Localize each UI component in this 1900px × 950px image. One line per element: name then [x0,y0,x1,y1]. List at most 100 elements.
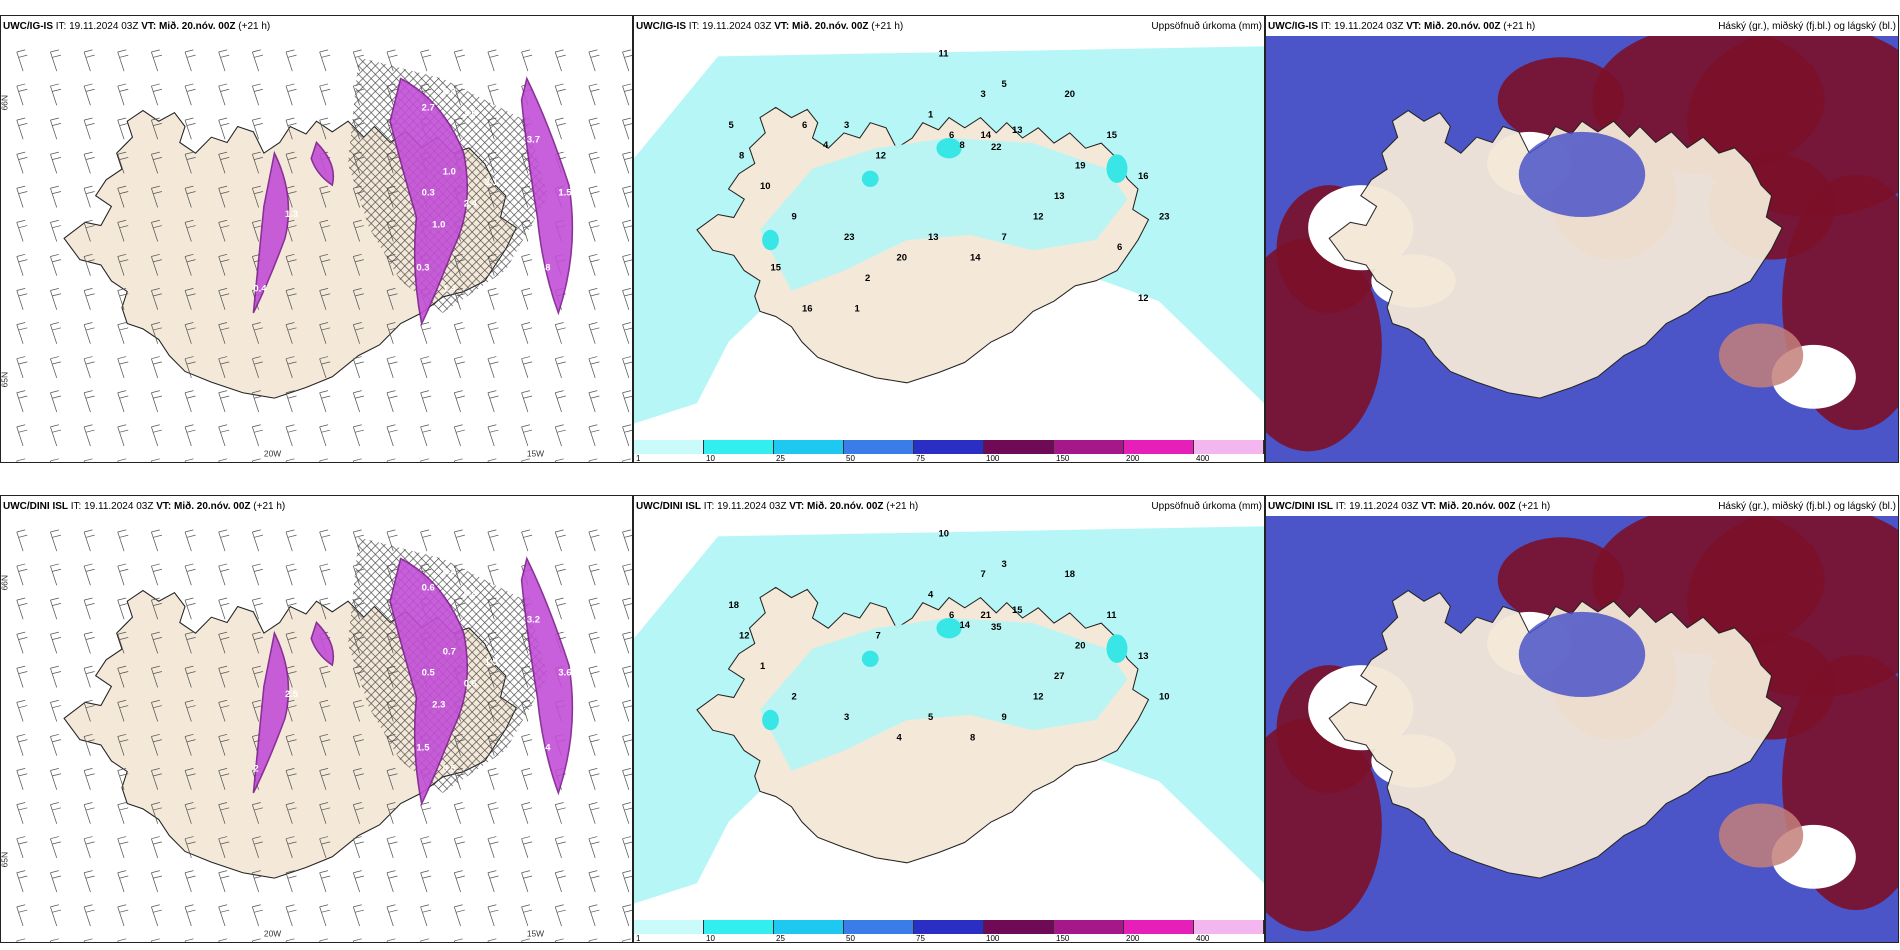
precip-moderate-area [762,709,779,731]
wind-barb [218,185,230,208]
colorbar-cell: 25 [774,440,844,462]
wind-barb [285,390,297,413]
wind-barb [352,390,364,413]
colorbar-cell: 50 [844,920,914,942]
wind-barb [218,288,230,310]
wind-barb [487,938,497,942]
wind-barb [285,529,297,552]
latitude-label: 65N [1,372,9,388]
colorbar-label: 75 [916,454,925,463]
wind-barb [352,322,364,344]
lead-time: (+21 h) [1518,501,1551,512]
wind-barb [622,322,632,344]
wind-barb [117,904,129,927]
precip-value-label: 8 [970,733,975,743]
wind-barb [117,151,129,174]
map-svg: 1135112681422132015162319131271413202391… [634,36,1264,444]
map-panel-5: UWC/DINI ISL IT: 19.11.2024 03Z VT: Mið.… [633,495,1265,943]
wind-barb [554,529,566,552]
wind-barb [285,836,297,858]
wind-barb [83,699,95,722]
init-time: IT: 19.11.2024 03Z [703,501,787,512]
wind-barb [184,733,196,756]
wind-barb [285,802,297,824]
wind-barb [622,83,632,106]
valid-time: VT: Mið. 20.nóv. 00Z [1421,501,1516,512]
map-area: 10 7 3 4 7 6 14 21 35 15 18 11 13 10 20 27 12 9 8 5 4 3 2 1 12 18 [634,516,1264,924]
wind-barb [16,529,28,552]
wind-barb [285,458,295,462]
wind-barb [285,151,297,174]
wind-barb [622,597,632,620]
wind-barb [218,733,230,756]
wind-barb [285,253,297,276]
wind-barb [588,699,600,722]
wind-barb [588,83,600,106]
wind-barb [251,356,263,378]
wind-barb [16,151,28,174]
snow-value-label: 0.3 [416,262,429,273]
wind-barb [554,563,566,586]
wind-barb [285,870,297,893]
precip-value-label: 7 [981,569,986,579]
wind-barb [319,185,331,208]
wind-barb [554,802,566,824]
wind-barb [83,49,95,72]
wind-barb [83,117,95,140]
wind-barb [285,563,297,586]
wind-barb [151,424,162,447]
colorbar-label: 100 [986,934,1000,943]
wind-barb [319,768,331,790]
wind-barb [50,219,62,242]
wind-barb [420,938,430,942]
low-cloud-area [1718,803,1804,868]
wind-barb [83,322,95,344]
wind-barb [453,322,465,344]
wind-barb [521,904,533,927]
wind-barb [352,768,364,790]
colorbar-cell: 400 [1194,440,1264,462]
precip-value-label: 1 [855,304,860,314]
wind-barb [352,253,364,276]
wind-barb [117,253,129,276]
wind-barb [622,253,632,276]
wind-barb [420,529,432,552]
wind-barb [184,83,196,106]
precip-value-label: 14 [981,130,992,140]
precip-value-label: 6 [949,130,954,140]
wind-barb [588,802,600,824]
wind-barb [588,219,600,242]
precip-value-label: 3 [1002,559,1007,569]
precip-value-label: 18 [729,600,739,610]
precip-value-label: 12 [1033,212,1043,222]
snow-value-label: 1.5 [558,188,572,199]
wind-barb [285,288,297,310]
wind-barb [521,768,533,790]
snow-value-label: 3.6 [558,668,571,679]
wind-barb [184,904,196,927]
map-panel-6: UWC/DINI ISL IT: 19.11.2024 03Z VT: Mið.… [1265,495,1899,943]
wind-barb [386,802,398,824]
wind-barb [151,83,162,106]
wind-barb [588,151,600,174]
wind-barb [386,356,398,378]
wind-barb [420,356,432,378]
wind-barb [83,836,95,858]
wind-barb [151,151,162,174]
longitude-label: 20W [264,449,281,459]
colorbar-label: 50 [846,454,855,463]
wind-barb [453,836,465,858]
wind-barb [218,529,230,552]
colorbar-label: 25 [776,454,785,463]
wind-barb [83,356,95,378]
wind-barb [151,322,162,344]
snowfall-area [310,141,335,187]
precip-value-label: 5 [1002,79,1007,89]
wind-barb [117,768,129,790]
lead-time: (+21 h) [886,501,919,512]
valid-time: VT: Mið. 20.nóv. 00Z [774,21,869,32]
wind-barb [554,836,566,858]
wind-barb [319,356,331,378]
wind-barb [83,665,95,688]
panel-header: UWC/DINI ISL IT: 19.11.2024 03Z VT: Mið.… [636,500,1264,514]
